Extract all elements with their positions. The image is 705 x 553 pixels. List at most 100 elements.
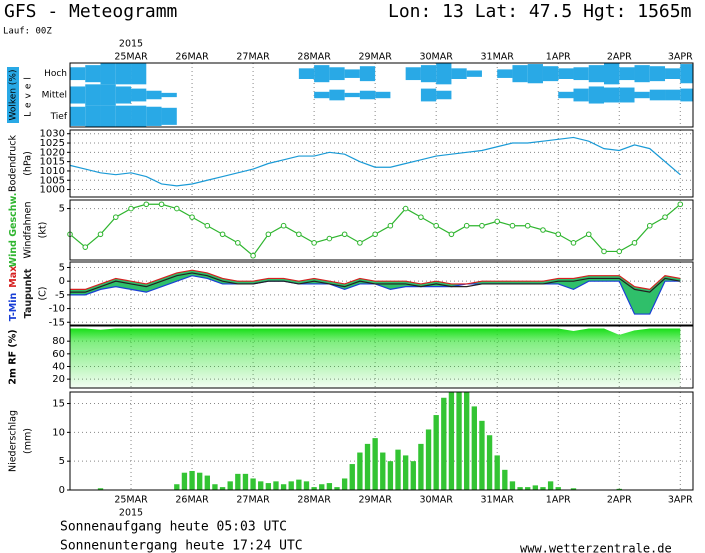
point — [555, 231, 562, 238]
cloud-cell — [131, 105, 147, 127]
bar — [326, 483, 333, 490]
location: Lon: 13 Lat: 47.5 Hgt: 1565m — [388, 1, 691, 22]
y-axis-label: (hPa) — [23, 151, 34, 176]
cloud-cell — [146, 106, 162, 126]
cloud-cell — [375, 91, 391, 99]
x-tick-label: 27MAR — [236, 495, 270, 506]
y-tick-label: 5 — [59, 262, 65, 273]
cloud-cell — [314, 65, 330, 83]
y-tick-label: 5 — [59, 456, 65, 467]
bar — [479, 420, 485, 490]
cloud-cell — [100, 63, 116, 85]
point — [341, 231, 348, 238]
bar — [402, 455, 409, 490]
plot-frame — [69, 261, 694, 326]
bar — [174, 484, 180, 490]
x-tick-label: 28MAR — [297, 495, 331, 506]
cloud-cell — [115, 105, 132, 127]
bar — [410, 461, 416, 490]
cloud-cell — [588, 65, 604, 83]
x-tick-label: 25MAR — [114, 52, 148, 63]
y-tick-label: 1015 — [40, 157, 65, 168]
cloud-cell — [573, 88, 589, 102]
plot-frame — [69, 325, 694, 389]
x-tick-label: 27MAR — [236, 52, 270, 63]
legend-entry: Max — [8, 266, 19, 288]
y-axis-label: (mm) — [23, 428, 34, 454]
bar — [517, 487, 523, 490]
point — [174, 205, 180, 212]
y-tick-label: 1005 — [40, 175, 65, 186]
cloud-cell — [634, 91, 650, 99]
x-tick-label: 1APR — [546, 495, 571, 506]
y-axis-label: (C) — [38, 286, 49, 300]
cloud-cell — [619, 87, 635, 103]
point — [677, 201, 684, 208]
point — [494, 218, 501, 225]
bar — [311, 487, 317, 490]
point — [524, 222, 531, 229]
point — [616, 248, 623, 255]
cloud-cell — [649, 66, 666, 82]
point — [463, 222, 470, 229]
bar — [212, 484, 218, 490]
point — [570, 240, 577, 246]
y-tick-label: 1025 — [40, 138, 65, 149]
bar — [242, 473, 249, 490]
bar — [319, 484, 325, 490]
y-axis-label: Niederschlag — [8, 410, 19, 472]
cloud-cell — [649, 89, 666, 101]
cloud-cell — [85, 65, 101, 83]
bar — [372, 438, 378, 490]
y-axis-label: 2m RF (%) — [8, 329, 19, 384]
y-tick-label: 60 — [52, 349, 65, 360]
cloud-cell — [131, 63, 147, 85]
y-tick-label: -5 — [55, 290, 65, 301]
x-tick-label: 26MAR — [175, 495, 209, 506]
bar — [235, 473, 241, 490]
y-tick-label: 20 — [52, 374, 65, 385]
bar — [334, 487, 340, 490]
bar — [296, 479, 302, 490]
level-label: Tief — [50, 112, 68, 122]
plot-area — [70, 200, 693, 260]
point — [418, 214, 424, 220]
cloud-cell — [314, 91, 330, 99]
y-axis-label: Wolken (%) — [9, 70, 19, 121]
bar — [97, 488, 104, 490]
cloud-cell — [85, 105, 101, 127]
bar — [280, 484, 287, 490]
cloud-cell — [420, 88, 437, 102]
bar — [456, 392, 462, 490]
cloud-cell — [298, 68, 315, 79]
y-tick-label: 80 — [52, 336, 65, 347]
bar — [395, 449, 401, 490]
bar — [219, 487, 226, 490]
bar — [425, 429, 432, 490]
point — [143, 201, 150, 208]
bar — [380, 452, 386, 490]
series-line — [69, 136, 681, 187]
bar — [364, 443, 371, 490]
bar — [303, 481, 310, 490]
cloud-cell — [131, 88, 147, 102]
cloud-cell — [359, 90, 376, 100]
sunrise: Sonnenaufgang heute 05:03 UTC — [60, 520, 287, 535]
level-label: Hoch — [44, 69, 67, 79]
y-tick-label: -10 — [49, 304, 65, 315]
point — [631, 240, 638, 246]
y-axis-label: Level — [24, 73, 34, 117]
legend-entry: T-Min — [8, 293, 19, 322]
point — [540, 227, 546, 233]
cloud-cell — [558, 91, 574, 99]
x-tick-label: 1APR — [546, 52, 571, 63]
cloud-cell — [100, 105, 116, 127]
cloud-cell — [344, 69, 360, 78]
cloud-cell — [100, 84, 116, 106]
series-line — [70, 269, 681, 291]
point — [646, 222, 653, 229]
point — [357, 240, 363, 246]
level-label: Mittel — [42, 91, 67, 101]
y-tick-label: 15 — [52, 399, 65, 410]
cloud-cell — [680, 88, 693, 102]
